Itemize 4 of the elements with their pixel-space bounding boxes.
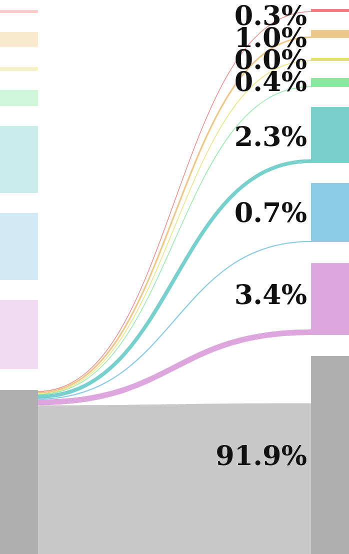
data-label: 2.3% [234,122,307,154]
data-label: 91.9% [216,441,307,472]
data-label: 3.4% [234,280,307,312]
data-label: 0.7% [234,198,307,230]
